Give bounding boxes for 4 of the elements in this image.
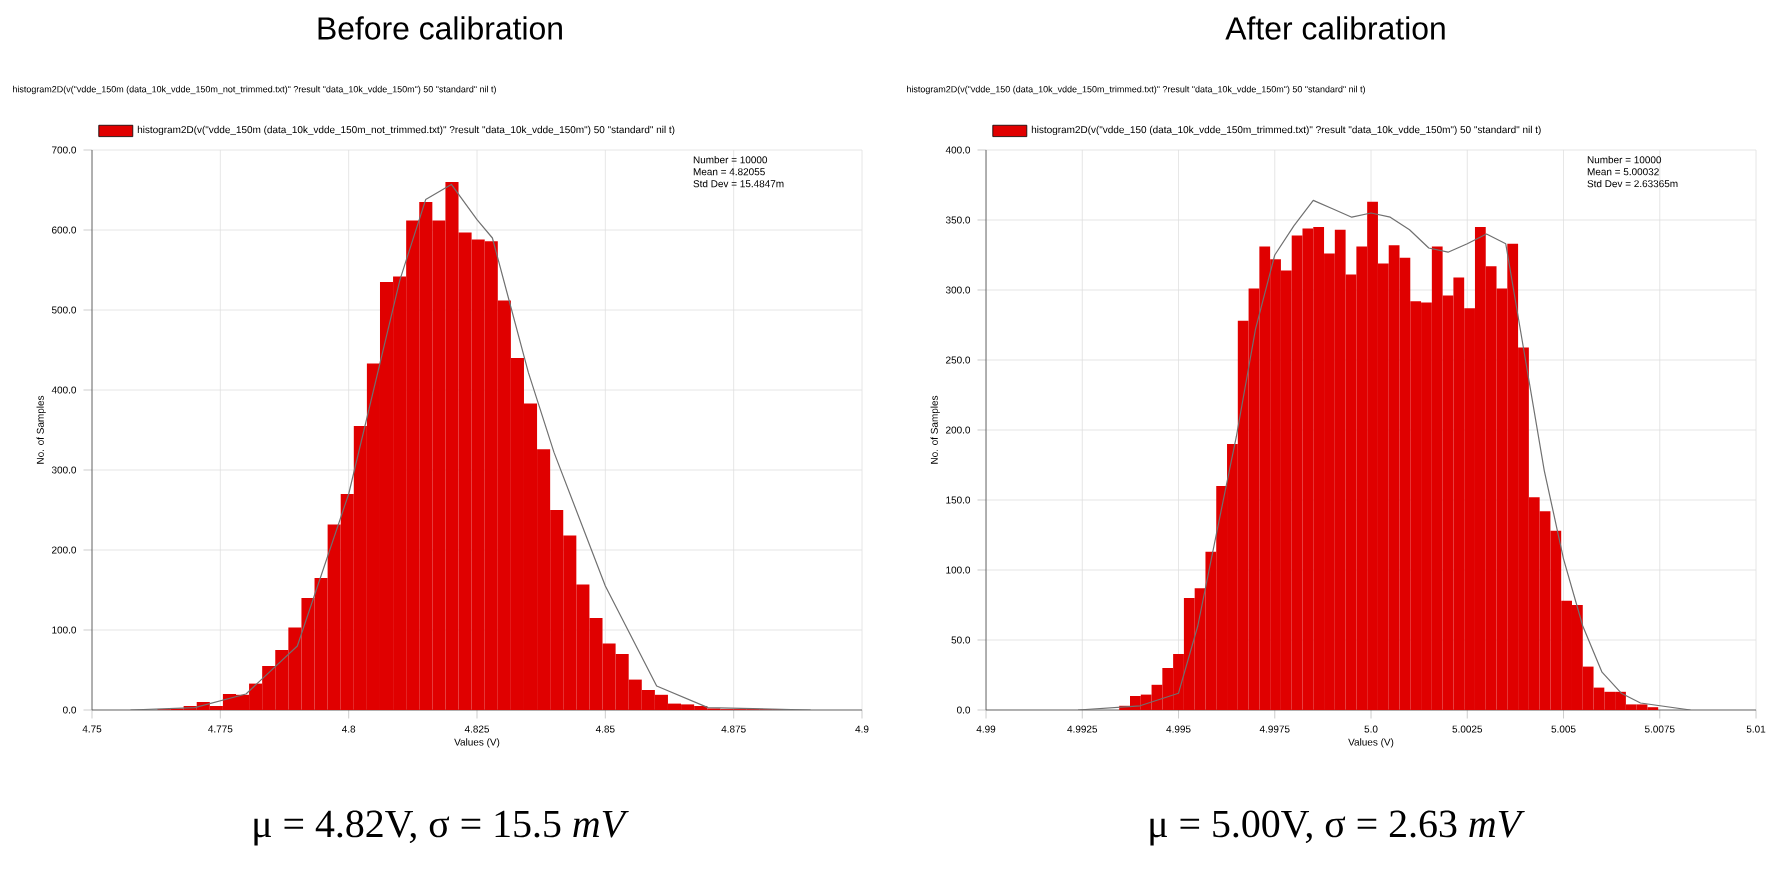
- text: μ = 5.00V, σ = 2.63 mV: [1150, 810, 1525, 846]
- chart-title: Before calibration: [318, 16, 562, 40]
- chart-title: After calibration: [1225, 16, 1445, 40]
- text: μ = 4.82V, σ = 15.5 mV: [254, 810, 629, 846]
